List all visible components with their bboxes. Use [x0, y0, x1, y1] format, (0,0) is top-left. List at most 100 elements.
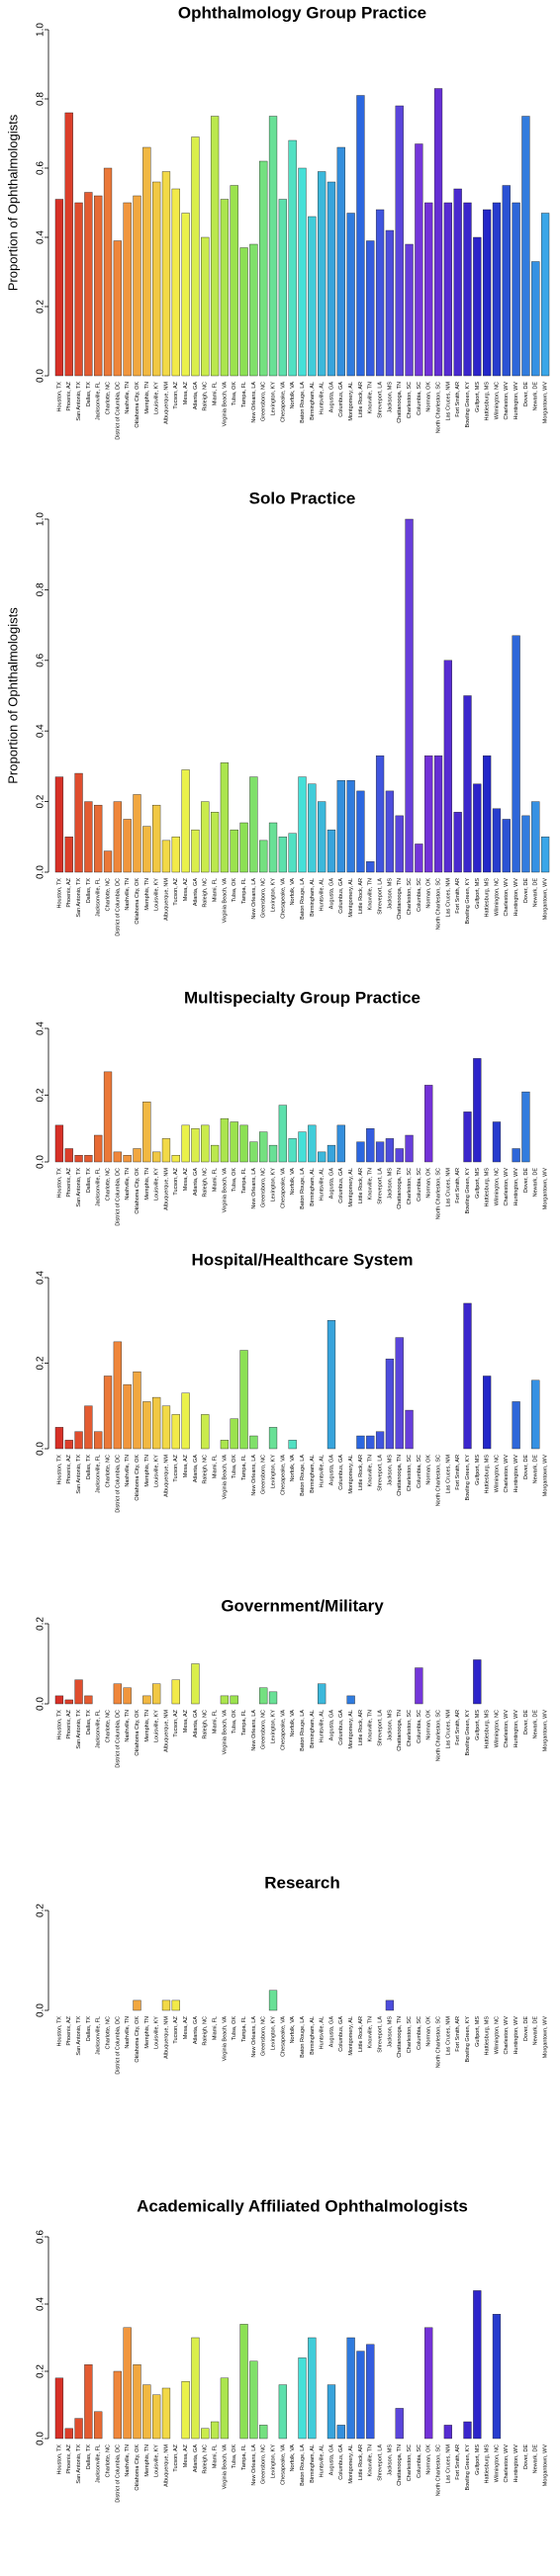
bar: [84, 1695, 93, 1705]
x-tick-label: San Antonio, TX: [76, 1168, 82, 1207]
bar: [152, 1683, 161, 1705]
bar: [239, 1350, 248, 1450]
chart-title: Ophthalmology Group Practice: [178, 3, 426, 22]
x-tick-label: Montgomery, AL: [348, 1710, 354, 1749]
bar: [152, 181, 161, 377]
x-tick-label: Lexington, KY: [270, 1168, 276, 1202]
bar: [318, 801, 327, 873]
bar: [181, 1392, 190, 1450]
x-tick-label: Dallas, TX: [86, 878, 92, 904]
bar: [201, 2428, 210, 2440]
bar: [54, 1695, 64, 1705]
bar: [220, 1440, 230, 1450]
x-tick-label: Little Rock, AR: [358, 382, 364, 417]
bar: [278, 837, 287, 873]
y-tick-label: 0.4: [36, 1271, 47, 1285]
y-tick-label: 0.4: [36, 1022, 47, 1035]
x-tick-label: Oklahoma City, OK: [135, 878, 140, 925]
bar: [123, 202, 132, 377]
x-tick-label: San Antonio, TX: [76, 2444, 82, 2484]
bar: [395, 2408, 404, 2440]
chart-title: Academically Affiliated Ophthalmologists: [137, 2196, 468, 2215]
x-tick-label: Fort Smith, AR: [455, 878, 461, 914]
x-tick-label: Chattanooga, TN: [397, 2016, 403, 2058]
x-tick-label: Nashville, TN: [125, 1455, 131, 1487]
x-tick-label: Augusta, GA: [328, 1168, 334, 1199]
bar: [249, 2360, 258, 2440]
x-tick-label: Raleigh, NC: [203, 382, 209, 411]
x-tick-label: Lexington, KY: [270, 382, 276, 416]
x-tick-label: Charlotte, NC: [105, 1710, 111, 1742]
x-tick-label: Jacksonville, FL: [96, 382, 102, 420]
x-tick-label: North Charleston, SC: [435, 1455, 441, 1506]
bar: [366, 1128, 375, 1163]
x-tick-label: North Charleston, SC: [435, 2016, 441, 2068]
x-tick-label: Little Rock, AR: [358, 1710, 364, 1745]
x-tick-label: Baton Rouge, LA: [300, 382, 306, 423]
x-tick-label: Tucson, AZ: [173, 2443, 179, 2471]
x-tick-label: Columbia, SC: [417, 1455, 422, 1488]
x-tick-label: Greensboro, NC: [261, 1455, 267, 1494]
bar: [113, 801, 122, 873]
x-tick-label: Columbia, SC: [417, 382, 422, 415]
x-tick-label: Fort Smith, AR: [455, 382, 461, 417]
x-tick-label: Mesa, AZ: [183, 1167, 189, 1191]
x-tick-label: Oklahoma City, OK: [135, 1710, 140, 1756]
x-tick-label: Charleston, WV: [504, 2444, 510, 2483]
y-tick-label: 0.2: [36, 300, 47, 313]
x-tick-label: New Orleans, LA: [251, 2016, 257, 2058]
x-tick-label: Chesapeake, VA: [280, 2444, 286, 2485]
x-tick-label: Albuquerque, NM: [163, 2016, 169, 2059]
bar: [453, 812, 462, 873]
bar: [278, 1105, 287, 1163]
x-tick-label: Charleston, SC: [407, 1710, 413, 1746]
y-tick-label: 0.0: [36, 865, 47, 879]
x-tick-label: New Orleans, LA: [251, 1455, 257, 1496]
x-tick-label: Tucson, AZ: [173, 381, 179, 408]
x-tick-label: North Charleston, SC: [435, 2444, 441, 2496]
x-tick-label: Tucson, AZ: [173, 877, 179, 905]
bar: [239, 247, 248, 377]
x-tick-label: Knoxville, TN: [368, 2016, 374, 2048]
bar: [278, 2384, 287, 2440]
x-tick-label: Chesapeake, VA: [280, 382, 286, 422]
bar: [171, 1414, 180, 1450]
bar: [268, 1691, 278, 1705]
bar: [463, 202, 472, 377]
bar: [171, 1999, 180, 2011]
x-tick-label: Norfolk, VA: [290, 2016, 296, 2044]
bar: [268, 1990, 278, 2011]
x-tick-label: Bowling Green, KY: [465, 1455, 471, 1501]
x-tick-label: Jacksonville, FL: [96, 1455, 102, 1493]
bar: [210, 1144, 220, 1163]
x-tick-label: Baton Rouge, LA: [300, 1710, 306, 1751]
bar: [346, 1695, 355, 1705]
bar: [268, 822, 278, 873]
bar: [220, 762, 230, 873]
x-tick-label: Hattiesburg, MS: [485, 1455, 491, 1494]
bar: [191, 136, 200, 377]
bar: [103, 167, 113, 377]
bar: [142, 2384, 151, 2440]
bar: [201, 1124, 210, 1163]
bar: [531, 261, 540, 377]
x-tick-label: North Charleston, SC: [435, 878, 441, 930]
x-tick-label: Jacksonville, FL: [96, 2016, 102, 2055]
x-tick-label: Greensboro, NC: [261, 1168, 267, 1207]
x-tick-label: Jackson, MS: [387, 1168, 393, 1199]
bar: [327, 829, 336, 873]
bar: [123, 2327, 132, 2440]
bar: [94, 1134, 103, 1163]
x-tick-label: Montgomery, AL: [348, 1455, 354, 1494]
x-tick-label: Baton Rouge, LA: [300, 2016, 306, 2058]
bar: [64, 1699, 73, 1705]
x-tick-label: Chesapeake, VA: [280, 2016, 286, 2057]
bar: [201, 1414, 210, 1450]
x-tick-label: Jacksonville, FL: [96, 878, 102, 917]
bar: [415, 143, 423, 377]
x-tick-label: Chattanooga, TN: [397, 1710, 403, 1751]
x-tick-label: Gulfport, MS: [475, 382, 481, 412]
x-tick-label: Huntsville, AL: [320, 382, 326, 414]
x-tick-label: Gulfport, MS: [475, 2444, 481, 2475]
